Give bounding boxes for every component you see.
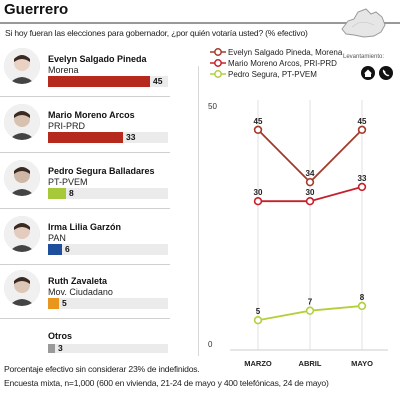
- data-label: 45: [358, 117, 367, 126]
- data-label: 30: [254, 188, 263, 197]
- data-label: 30: [306, 188, 315, 197]
- bar-track: 33: [48, 132, 168, 143]
- candidate-name: Evelyn Salgado Pineda: [48, 54, 147, 64]
- bar-track: 6: [48, 244, 168, 255]
- row-divider: [0, 152, 170, 153]
- panel-divider: [198, 66, 199, 356]
- candidate-name: Irma Lilia Garzón: [48, 222, 122, 232]
- data-point: [357, 125, 367, 134]
- bar-fill: [48, 188, 66, 199]
- candidate-party: PAN: [48, 233, 66, 243]
- bar-fill: [48, 244, 62, 255]
- candidate-row: Mario Moreno Arcos PRI-PRD 33: [0, 104, 200, 160]
- bar-track: 8: [48, 188, 168, 199]
- data-label: 5: [256, 307, 261, 316]
- bar-track: 3: [48, 344, 168, 353]
- candidate-photo: [4, 160, 40, 196]
- footnote-undecided: Porcentaje efectivo sin considerar 23% d…: [4, 364, 200, 374]
- data-label: 45: [254, 117, 263, 126]
- data-point: [253, 316, 263, 325]
- data-point: [253, 196, 263, 206]
- y-tick-label: 50: [208, 102, 217, 111]
- legend-label: Mario Moreno Arcos, PRI-PRD: [228, 59, 337, 68]
- bar-value-label: 33: [126, 132, 136, 142]
- home-icon: [361, 66, 375, 80]
- candidate-photo: [4, 216, 40, 252]
- bar-value-label: 5: [62, 298, 67, 308]
- data-point: [305, 196, 315, 206]
- candidate-photo: [4, 104, 40, 140]
- candidate-photo: [4, 270, 40, 306]
- x-tick-label: MAYO: [351, 359, 373, 368]
- candidate-row: Irma Lilia Garzón PAN 6: [0, 216, 200, 272]
- candidate-party: PRI-PRD: [48, 121, 86, 131]
- legend-label: Evelyn Salgado Pineda, Morena: [228, 48, 343, 57]
- data-point: [357, 301, 367, 311]
- candidate-party: Morena: [48, 65, 79, 75]
- bar-value-label: 6: [65, 244, 70, 254]
- candidate-name: Ruth Zavaleta: [48, 276, 108, 286]
- bar-track: 45: [48, 76, 168, 87]
- candidate-party: Mov. Ciudadano: [48, 287, 113, 297]
- data-label: 7: [308, 298, 313, 307]
- candidate-row: Evelyn Salgado Pineda Morena 45: [0, 48, 200, 104]
- row-divider: [0, 96, 170, 97]
- state-map-icon: [341, 8, 386, 38]
- data-label: 8: [360, 293, 365, 302]
- bar-value-label: 45: [153, 76, 163, 86]
- survey-question: Si hoy fueran las elecciones para gobern…: [5, 28, 308, 38]
- data-label: 34: [306, 169, 315, 178]
- row-divider: [0, 318, 170, 319]
- others-label: Otros: [48, 331, 73, 341]
- bar-fill: [48, 76, 150, 87]
- row-divider: [0, 208, 170, 209]
- data-point: [305, 177, 315, 187]
- data-label: 33: [358, 174, 367, 183]
- bar-fill: [48, 298, 59, 309]
- x-tick-label: MARZO: [244, 359, 272, 368]
- candidate-party: PT-PVEM: [48, 177, 88, 187]
- bar-value-label: 8: [69, 188, 74, 198]
- candidate-name: Pedro Segura Balladares: [48, 166, 155, 176]
- bar-track: 5: [48, 298, 168, 309]
- line-chart: 50 0 MARZO ABRIL MAYO 45 34 45 30 30 33 5 7 8: [208, 100, 388, 368]
- phone-icon: [379, 66, 393, 80]
- candidate-row: Pedro Segura Balladares PT-PVEM 8: [0, 160, 200, 216]
- bar-fill: [48, 344, 55, 353]
- footnote-methodology: Encuesta mixta, n=1,000 (600 en vivienda…: [4, 378, 329, 388]
- survey-method-label: Levantamiento:: [343, 54, 385, 60]
- row-divider: [0, 264, 170, 265]
- data-point: [253, 125, 263, 134]
- data-point: [305, 306, 315, 315]
- candidate-name: Mario Moreno Arcos: [48, 110, 135, 120]
- legend-label: Pedro Segura, PT-PVEM: [228, 70, 317, 79]
- candidate-row: Ruth Zavaleta Mov. Ciudadano 5: [0, 270, 200, 326]
- page-title: Guerrero: [4, 1, 69, 18]
- y-tick-label: 0: [208, 340, 213, 349]
- bar-value-label: 3: [58, 343, 63, 353]
- x-tick-label: ABRIL: [299, 359, 322, 368]
- data-point: [357, 182, 367, 192]
- title-divider: [0, 22, 400, 24]
- bar-fill: [48, 132, 123, 143]
- candidate-photo: [4, 48, 40, 84]
